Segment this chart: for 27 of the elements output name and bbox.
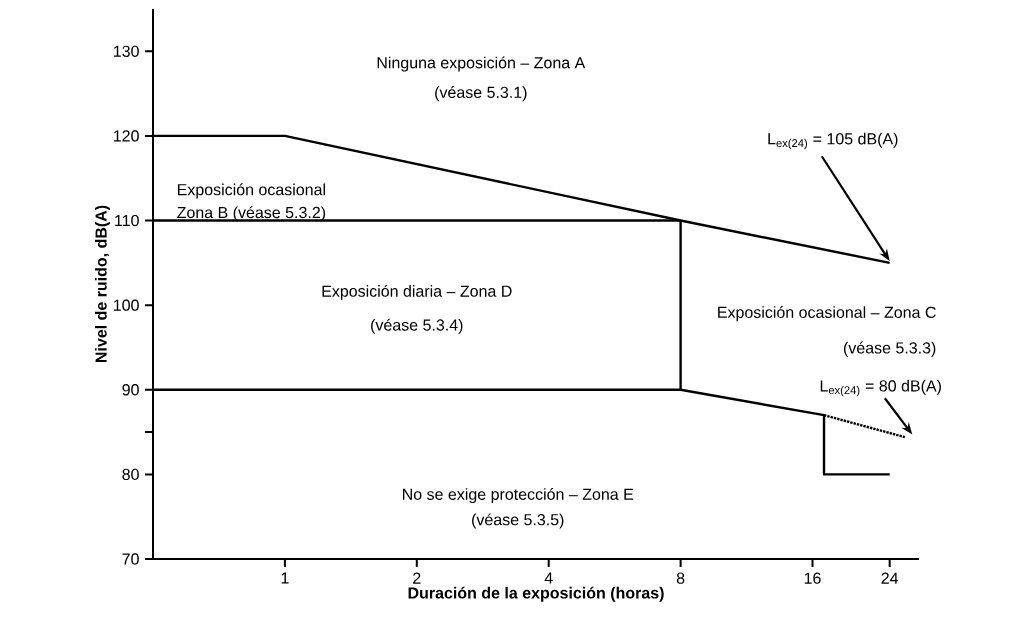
y-tick-label: 110: [115, 214, 139, 227]
annotation: (véase 5.3.5): [472, 513, 564, 529]
annotation: (véase 5.3.1): [435, 86, 527, 102]
annotation: L$_{ex(24)}$ = 80 dB(A): [820, 379, 941, 397]
annotation: Exposición ocasional – Zona C: [718, 306, 936, 322]
x-tick-label: 1: [281, 572, 289, 584]
annotation: L$_{ex(24)}$ = 105 dB(A): [768, 132, 898, 150]
y-tick-label: 90: [122, 384, 139, 396]
x-tick-label: 4: [544, 572, 553, 584]
y-tick-label: 120: [114, 130, 139, 142]
y-axis-title: Nivel de ruido, dB(A): [95, 205, 110, 363]
x-tick-label: 2: [413, 572, 421, 584]
annotation: (véase 5.3.3): [843, 341, 936, 357]
annotation: Zona B (véase 5.3.2): [177, 206, 326, 222]
annotation: Exposición diaria – Zona D: [322, 284, 512, 301]
annotation: Exposición ocasional: [177, 183, 325, 199]
x-tick-label: 16: [804, 572, 821, 584]
y-tick-label: 130: [114, 45, 139, 57]
x-tick-label: 8: [676, 572, 685, 584]
annotation: (véase 5.3.4): [371, 318, 463, 334]
y-tick-label: 80: [122, 468, 139, 481]
x-axis-title: Duración de la exposición (horas): [408, 586, 664, 602]
x-tick-label: 24: [881, 572, 899, 584]
annotation: Ninguna exposición – Zona A: [377, 56, 586, 72]
y-tick-label: 100: [114, 299, 139, 311]
y-tick-label: 70: [122, 553, 139, 565]
annotation: No se exige protección – Zona E: [403, 487, 634, 504]
